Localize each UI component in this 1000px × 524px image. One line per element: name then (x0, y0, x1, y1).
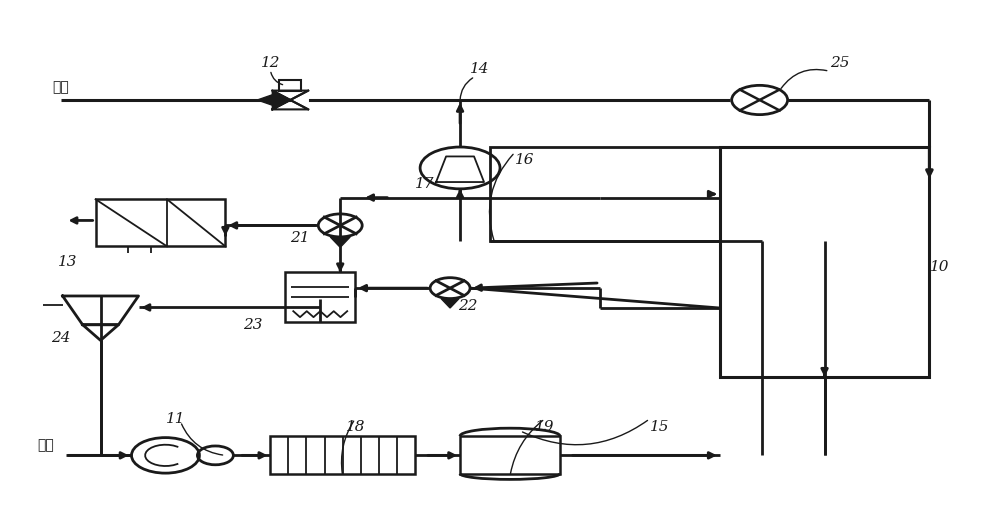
Text: 25: 25 (830, 57, 849, 70)
Text: 19: 19 (535, 420, 555, 434)
Bar (96, 199, 225, 246)
Bar (720, 147, 929, 377)
Polygon shape (290, 91, 308, 110)
Text: 24: 24 (51, 331, 70, 345)
Polygon shape (441, 299, 459, 308)
Polygon shape (257, 95, 272, 105)
Text: 空气: 空气 (37, 438, 54, 452)
Text: 21: 21 (291, 232, 310, 245)
Text: 22: 22 (458, 299, 478, 313)
Text: 17: 17 (415, 177, 435, 191)
Text: 14: 14 (470, 62, 490, 75)
Bar (285, 272, 355, 322)
Text: 15: 15 (650, 420, 670, 434)
Polygon shape (272, 91, 290, 110)
Bar (270, 436, 415, 474)
Text: 氢气: 氢气 (52, 80, 69, 94)
Bar (279, 80, 301, 91)
Text: 16: 16 (515, 153, 535, 167)
Bar (490, 147, 720, 241)
Text: 23: 23 (243, 318, 262, 332)
Text: 18: 18 (345, 420, 365, 434)
Text: 13: 13 (58, 255, 77, 269)
Text: 12: 12 (261, 57, 280, 70)
Bar (460, 436, 560, 474)
Polygon shape (330, 237, 350, 247)
Text: 11: 11 (166, 412, 185, 426)
Text: 10: 10 (930, 260, 949, 274)
